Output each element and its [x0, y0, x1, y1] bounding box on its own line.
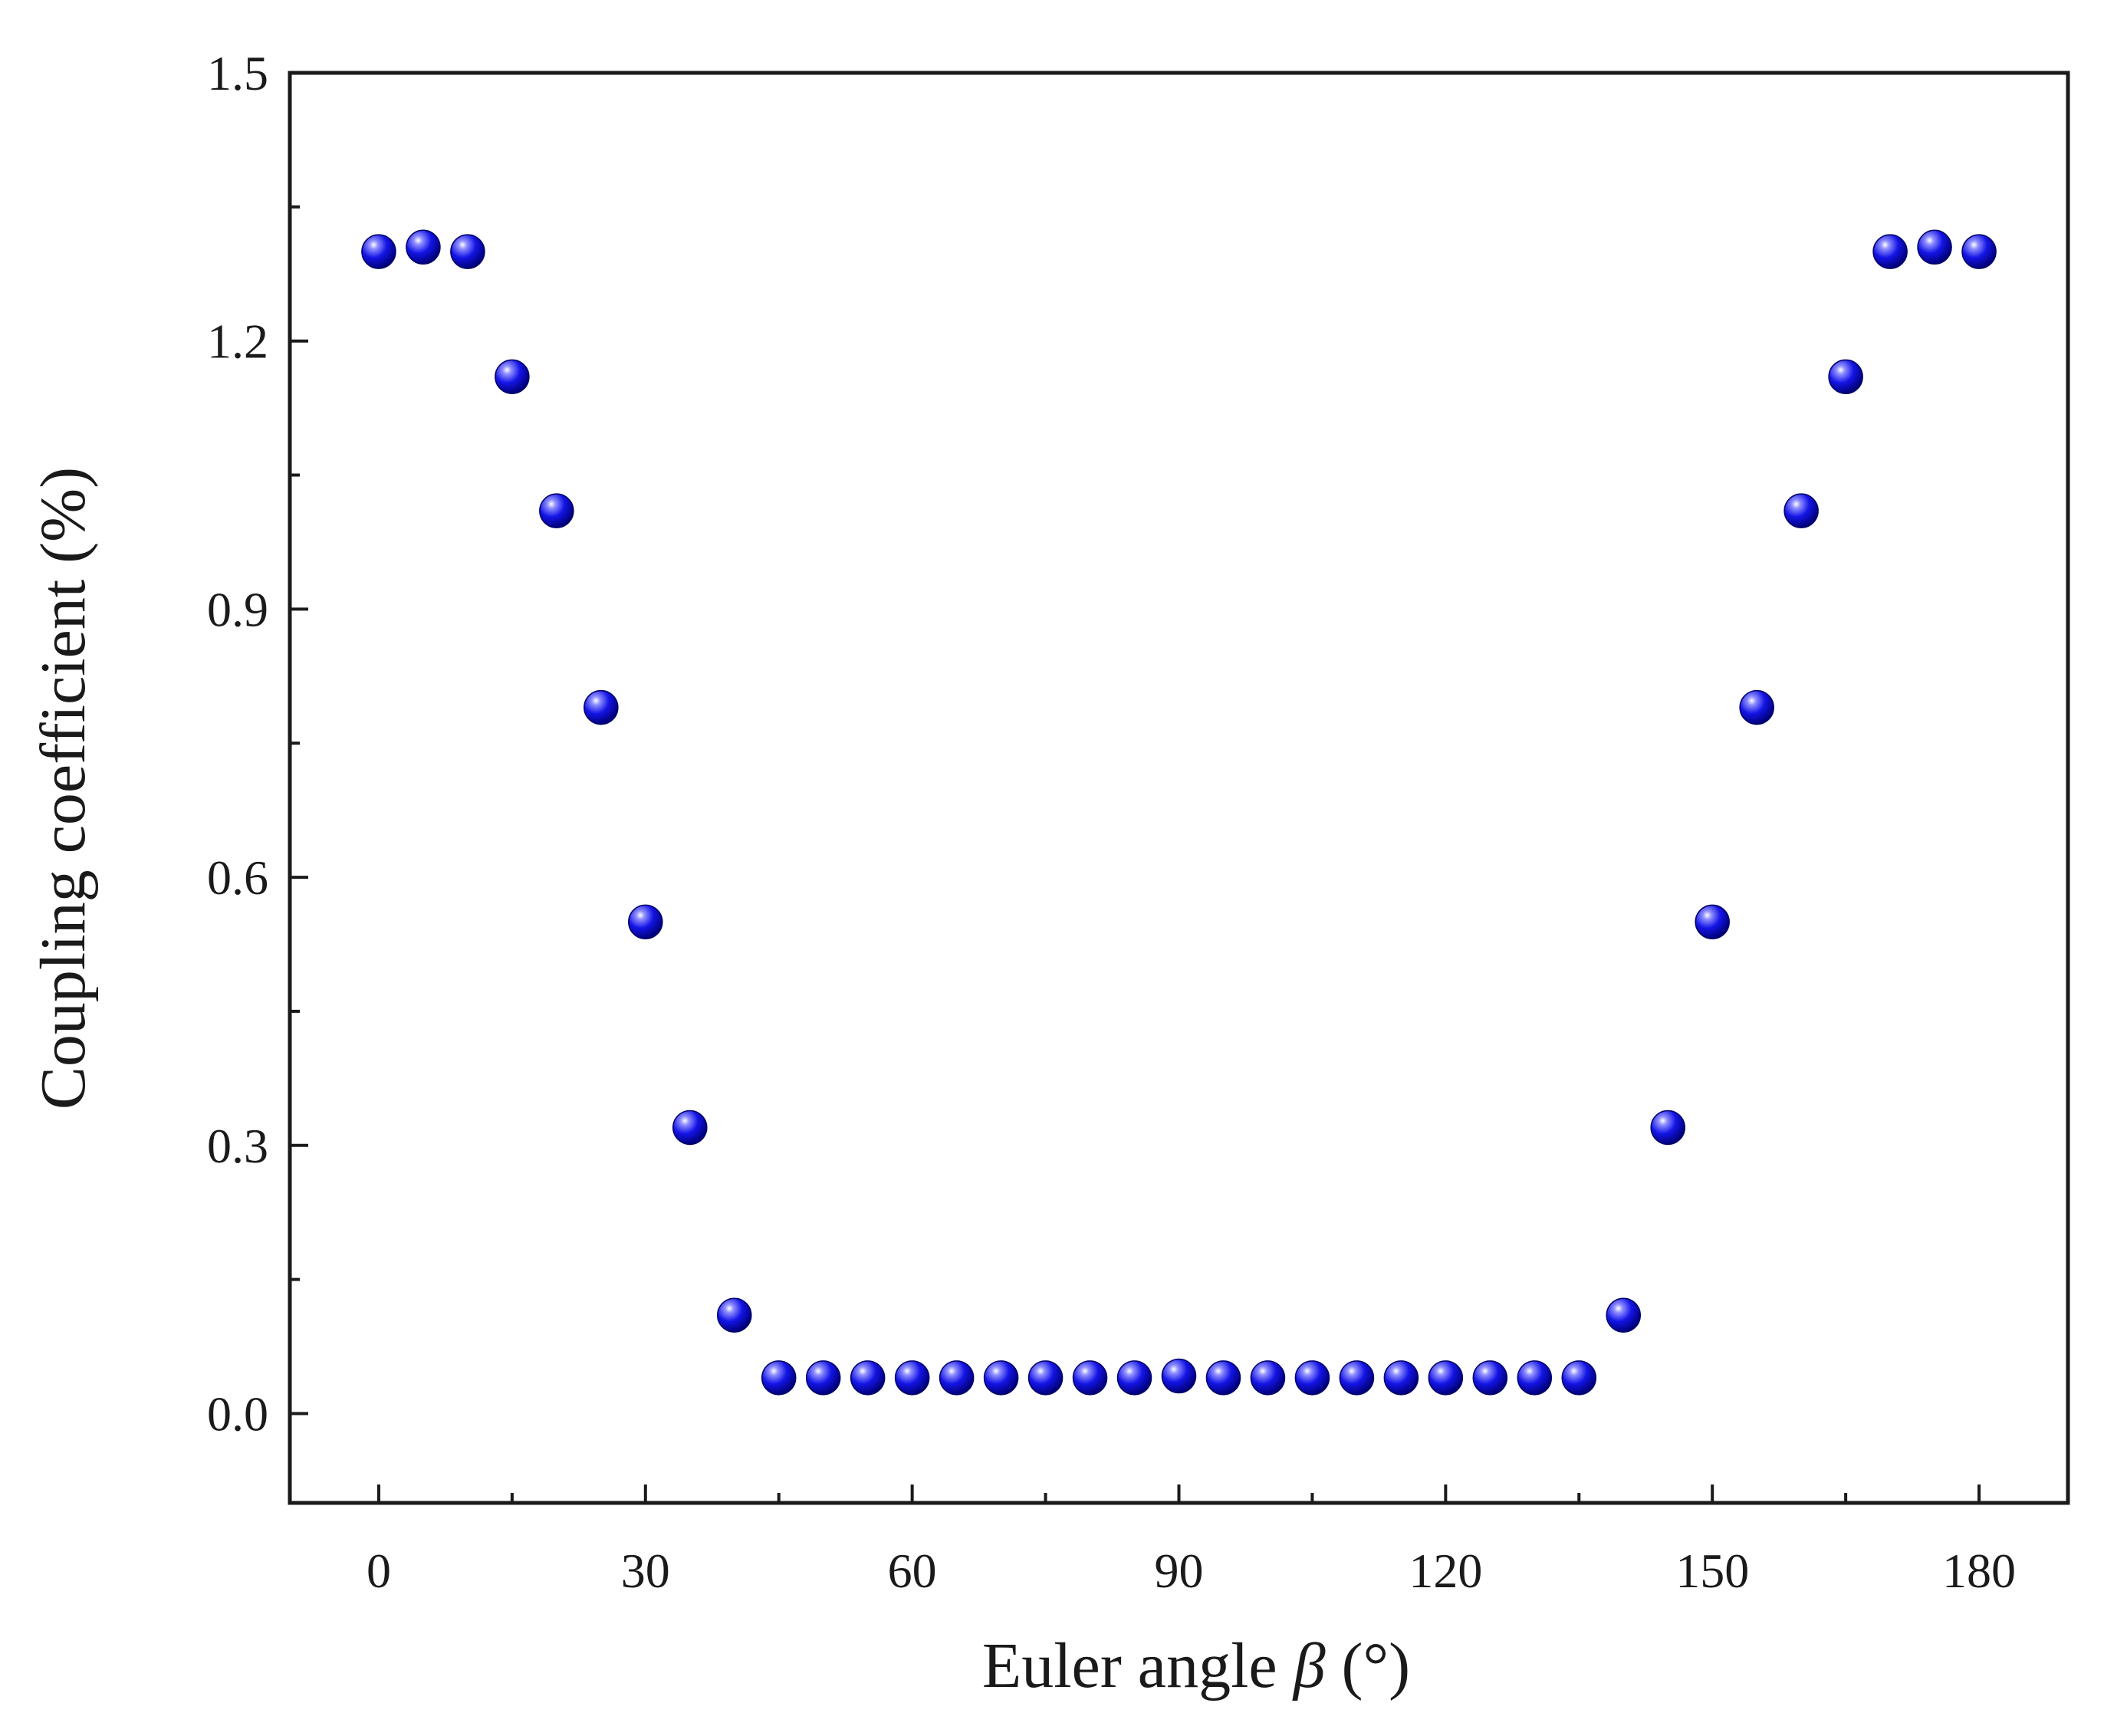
data-point [495, 359, 530, 395]
y-tick-label: 1.5 [207, 46, 268, 100]
data-point [1872, 234, 1908, 269]
data-point [1606, 1297, 1641, 1333]
x-tick-label: 0 [367, 1544, 391, 1598]
plot-frame [288, 71, 2070, 1505]
x-tick-label: 180 [1942, 1544, 2016, 1598]
data-point [983, 1360, 1019, 1396]
data-point [539, 493, 574, 528]
x-axis-title: Euler angle β (°) [982, 1630, 1410, 1701]
data-point [1961, 234, 1997, 269]
tick-labels: 0 30 60 90 120 150 180 0.0 0.3 0.6 0.9 1.2 1.5 [207, 46, 2016, 1598]
y-axis-title: Coupling coefficient (%) [28, 467, 99, 1110]
data-point [761, 1360, 797, 1396]
axis-ticks [290, 71, 1981, 1503]
data-point [1561, 1360, 1597, 1396]
data-point [1250, 1360, 1286, 1396]
data-point [584, 689, 619, 725]
data-point [1116, 1360, 1152, 1396]
data-point [1472, 1360, 1508, 1396]
data-point [1517, 1360, 1553, 1396]
x-tick-label: 150 [1675, 1544, 1749, 1598]
data-point [1828, 359, 1863, 395]
data-point [1027, 1360, 1064, 1396]
data-points [361, 229, 1997, 1396]
x-tick-label: 90 [1155, 1544, 1204, 1598]
data-point [1917, 229, 1952, 265]
y-tick-label: 0.6 [207, 850, 268, 905]
data-point [939, 1360, 975, 1396]
data-point [672, 1110, 708, 1146]
data-point [406, 229, 441, 265]
data-point [1205, 1360, 1241, 1396]
data-point [850, 1360, 886, 1396]
x-tick-label: 60 [888, 1544, 937, 1598]
y-tick-label: 0.9 [207, 582, 268, 636]
data-point [1695, 904, 1730, 940]
data-point [1339, 1360, 1375, 1396]
y-tick-label: 0.0 [207, 1386, 268, 1441]
y-tick-label: 0.3 [207, 1119, 268, 1173]
data-point [1428, 1360, 1464, 1396]
data-point [1650, 1110, 1685, 1146]
data-point [1783, 493, 1819, 528]
data-point [628, 904, 663, 940]
data-point [450, 234, 485, 269]
y-tick-label: 1.2 [207, 314, 268, 369]
x-tick-label: 120 [1409, 1544, 1482, 1598]
x-tick-label: 30 [621, 1544, 670, 1598]
data-point [1383, 1360, 1419, 1396]
data-point [805, 1360, 841, 1396]
data-point [1294, 1360, 1330, 1396]
data-point [361, 234, 396, 269]
data-point [1072, 1360, 1108, 1396]
data-point [1739, 689, 1774, 725]
data-point [717, 1297, 752, 1333]
data-point [1161, 1358, 1197, 1394]
data-point [894, 1360, 930, 1396]
